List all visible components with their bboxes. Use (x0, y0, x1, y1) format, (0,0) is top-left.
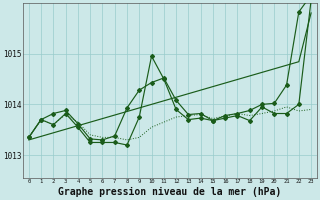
X-axis label: Graphe pression niveau de la mer (hPa): Graphe pression niveau de la mer (hPa) (58, 187, 282, 197)
